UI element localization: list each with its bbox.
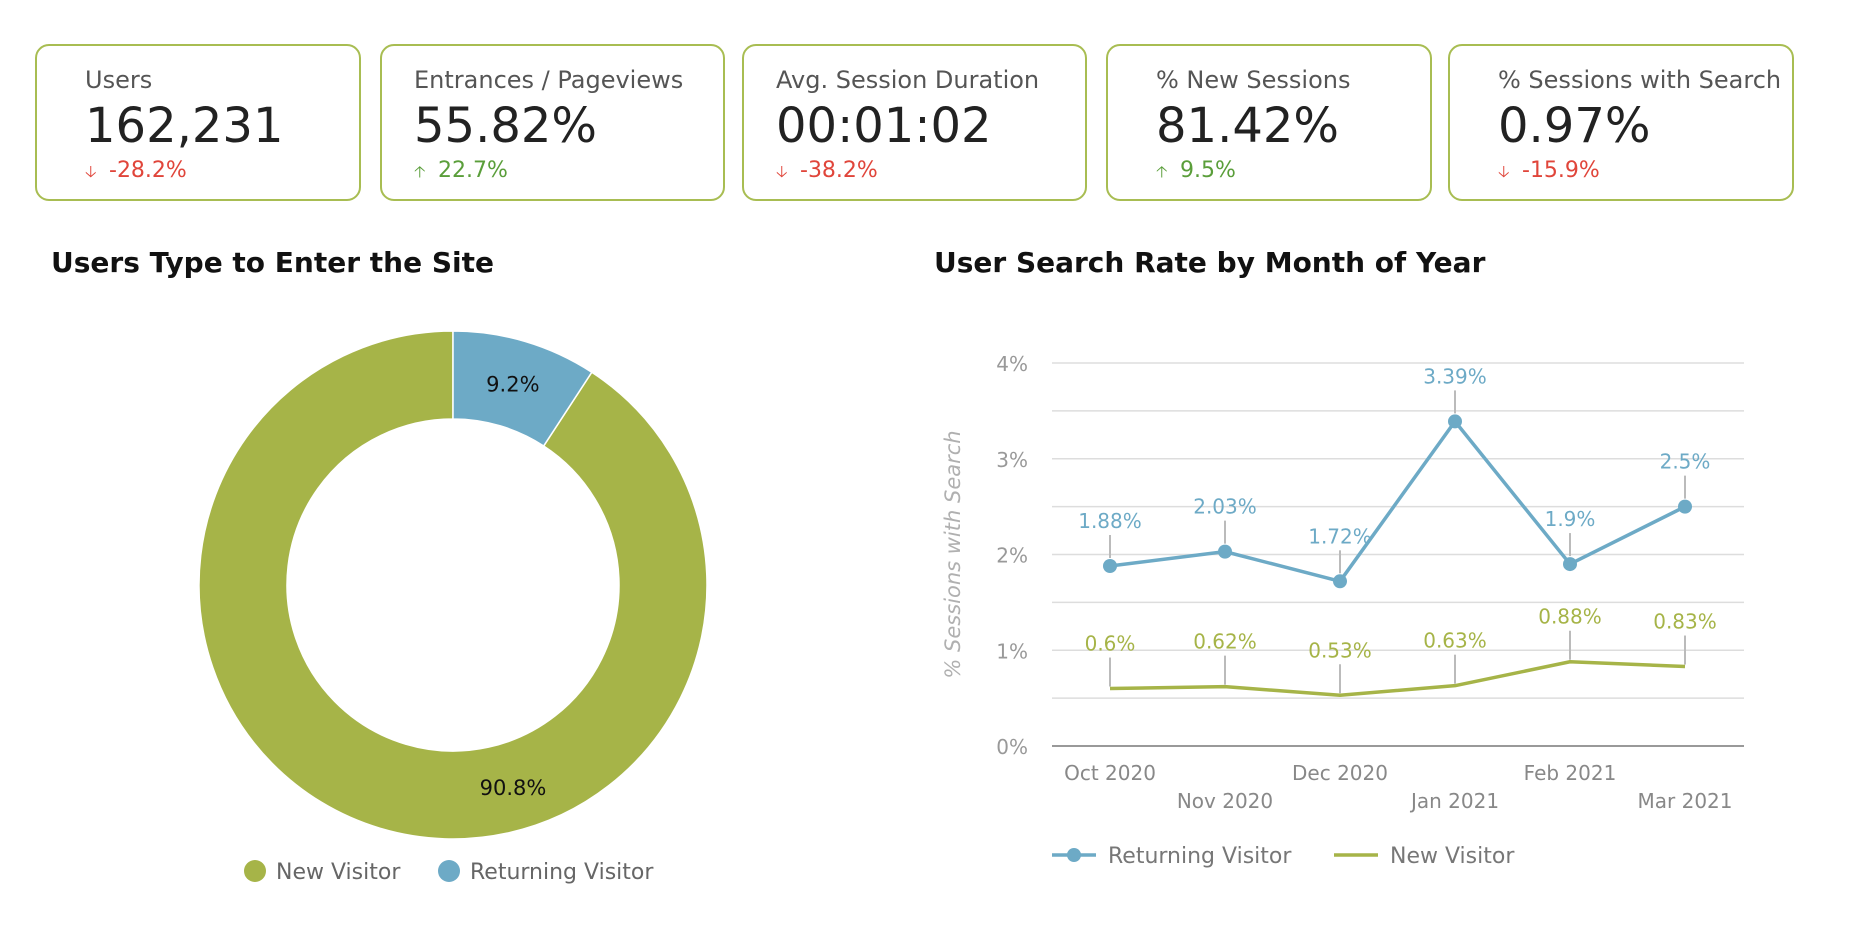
kpi-delta-value: 22.7%: [438, 158, 508, 183]
donut-data-label: 90.8%: [480, 776, 547, 800]
y-tick-label: 3%: [996, 448, 1028, 472]
data-label: 1.9%: [1545, 507, 1596, 531]
donut-chart-title: Users Type to Enter the Site: [51, 246, 494, 279]
x-tick-label: Nov 2020: [1177, 789, 1273, 813]
x-tick-label: Dec 2020: [1292, 761, 1388, 785]
data-label: 1.72%: [1308, 524, 1372, 548]
x-tick-label: Oct 2020: [1064, 761, 1156, 785]
data-label: 0.83%: [1653, 610, 1717, 634]
kpi-delta: 🡡 22.7%: [414, 158, 508, 188]
x-tick-label: Mar 2021: [1638, 789, 1733, 813]
data-label: 0.62%: [1193, 630, 1257, 654]
kpi-card-avg-session-duration: Avg. Session Duration 00:01:02 🡣 -38.2%: [742, 44, 1087, 201]
kpi-delta-value: -28.2%: [109, 158, 187, 183]
legend-circle-icon: [244, 860, 266, 882]
legend-label: Returning Visitor: [470, 860, 654, 885]
data-point: [1563, 557, 1577, 572]
arrow-down-icon: 🡣: [1498, 162, 1510, 181]
arrow-up-icon: 🡡: [414, 162, 426, 181]
y-tick-label: 4%: [996, 352, 1028, 376]
kpi-label: Entrances / Pageviews: [414, 66, 684, 94]
kpi-card-entrances-pageviews: Entrances / Pageviews 55.82% 🡡 22.7%: [380, 44, 725, 201]
data-point: [1448, 414, 1462, 429]
y-tick-label: 0%: [996, 735, 1028, 759]
x-tick-label: Feb 2021: [1524, 761, 1617, 785]
legend-label: Returning Visitor: [1108, 844, 1292, 869]
kpi-value: 162,231: [85, 98, 284, 154]
donut-chart: 90.8% 9.2% New Visitor Returning Visitor: [198, 330, 708, 885]
kpi-value: 55.82%: [414, 98, 598, 154]
data-label: 3.39%: [1423, 364, 1487, 388]
kpi-delta: 🡣 -28.2%: [85, 158, 187, 188]
arrow-down-icon: 🡣: [85, 162, 97, 181]
kpi-card-users: Users 162,231 🡣 -28.2%: [35, 44, 361, 201]
kpi-card-new-sessions: % New Sessions 81.42% 🡡 9.5%: [1106, 44, 1432, 201]
data-label: 2.5%: [1660, 450, 1711, 474]
kpi-card-sessions-with-search: % Sessions with Search 0.97% 🡣 -15.9%: [1448, 44, 1794, 201]
line-chart-title: User Search Rate by Month of Year: [934, 246, 1486, 279]
donut-slice-new-visitor: [198, 330, 708, 840]
donut-slice-returning-visitor: [452, 330, 593, 448]
donut-data-label: 9.2%: [486, 373, 539, 397]
y-axis-label: % Sessions with Search: [941, 430, 965, 678]
x-tick-label: Jan 2021: [1409, 789, 1499, 813]
y-tick-label: 1%: [996, 639, 1028, 663]
legend-marker-icon: [1067, 848, 1081, 862]
data-point: [1103, 558, 1117, 573]
kpi-value: 0.97%: [1498, 98, 1651, 154]
data-label: 0.88%: [1538, 605, 1602, 629]
kpi-delta: 🡣 -15.9%: [1498, 158, 1600, 188]
legend-label: New Visitor: [1390, 844, 1515, 869]
arrow-up-icon: 🡡: [1156, 162, 1168, 181]
line-chart: 0% 1% 2% 3% 4% % Sessions with Search Oct 2020…: [941, 352, 1744, 869]
kpi-label: Users: [85, 66, 153, 94]
kpi-label: Avg. Session Duration: [776, 66, 1040, 94]
data-label: 0.6%: [1085, 632, 1136, 656]
kpi-label: % Sessions with Search: [1498, 66, 1782, 94]
arrow-down-icon: 🡣: [776, 162, 788, 181]
kpi-delta-value: -15.9%: [1522, 158, 1600, 183]
series-line-returning-visitor: [1109, 419, 1686, 584]
data-label: 1.88%: [1078, 509, 1142, 533]
data-label: 2.03%: [1193, 495, 1257, 519]
kpi-value: 00:01:02: [776, 98, 992, 154]
data-label: 0.53%: [1308, 638, 1372, 662]
series-line-new-visitor: [1109, 659, 1686, 698]
data-point: [1678, 499, 1692, 514]
kpi-delta: 🡡 9.5%: [1156, 158, 1236, 188]
kpi-delta-value: 9.5%: [1180, 158, 1236, 183]
kpi-value: 81.42%: [1156, 98, 1340, 154]
kpi-label: % New Sessions: [1156, 66, 1351, 94]
legend-label: New Visitor: [276, 860, 401, 885]
kpi-delta: 🡣 -38.2%: [776, 158, 878, 188]
y-tick-label: 2%: [996, 544, 1028, 568]
data-point: [1218, 544, 1232, 559]
data-label: 0.63%: [1423, 629, 1487, 653]
data-point: [1333, 574, 1347, 589]
legend-circle-icon: [438, 860, 460, 882]
kpi-delta-value: -38.2%: [800, 158, 878, 183]
